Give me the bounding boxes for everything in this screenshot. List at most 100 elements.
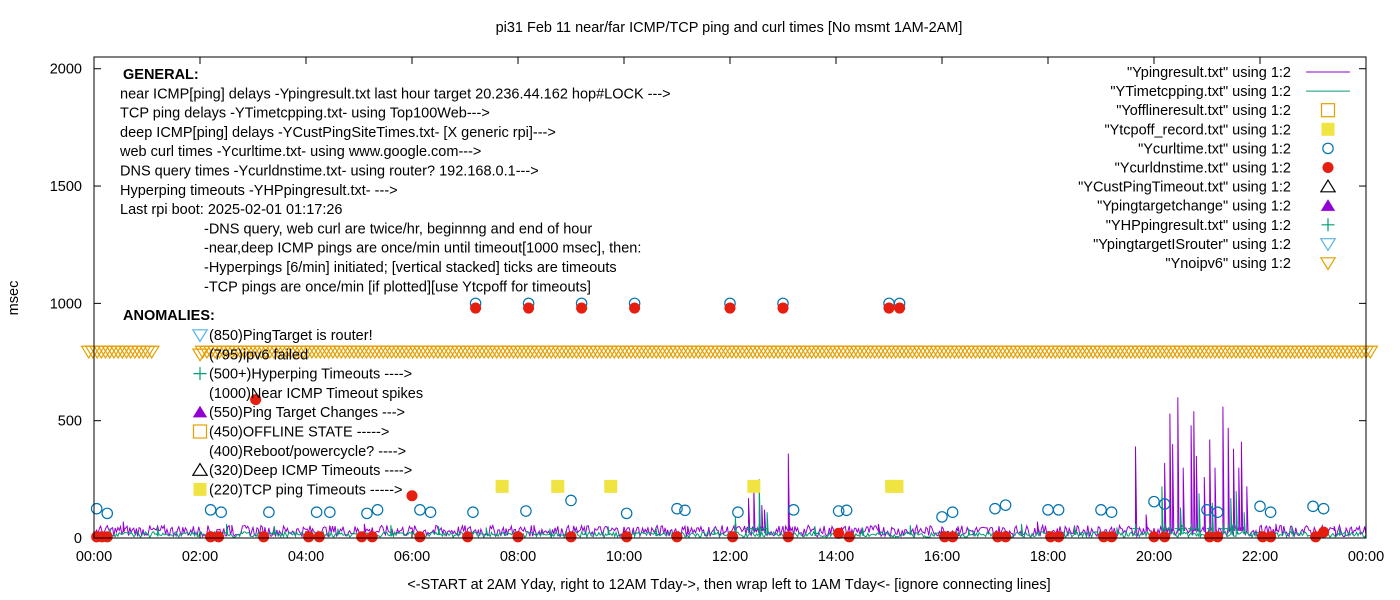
data-point [565, 494, 577, 507]
legend-label: "YCustPingTimeout.txt" using 1:2 [1078, 180, 1291, 196]
anomaly-line: (500+)Hyperping Timeouts ----> [209, 367, 412, 383]
legend-label: "Ycurltime.txt" using 1:2 [1138, 141, 1291, 157]
data-point [833, 527, 845, 539]
series-group [495, 479, 904, 493]
data-point [313, 531, 325, 543]
hyperping-tick [1161, 523, 1168, 534]
data-point [523, 302, 535, 314]
data-point [727, 531, 739, 543]
data-point [1053, 531, 1065, 543]
data-point [1307, 500, 1319, 513]
legend-label: "YpingtargetISrouter" using 1:2 [1093, 237, 1291, 253]
data-point [1212, 531, 1224, 543]
data-point [604, 479, 618, 493]
annotation-line: Last rpi boot: 2025-02-01 01:17:26 [120, 202, 343, 218]
data-point [620, 507, 633, 520]
data-point [101, 531, 113, 543]
hyperping-tick [1180, 523, 1187, 534]
x-tick-label: 04:00 [288, 549, 324, 565]
data-point [1265, 531, 1277, 543]
plot-frame [93, 56, 1367, 539]
data-point [1159, 531, 1171, 543]
legend-marker [1320, 103, 1336, 118]
data-point [303, 531, 315, 543]
data-point [263, 506, 275, 518]
data-point [1052, 504, 1065, 516]
data-point [787, 504, 800, 516]
y-tick-label: 2000 [50, 62, 82, 78]
hyperping-tick [1206, 523, 1213, 534]
legend-marker [1319, 257, 1337, 271]
hyperping-tick [1188, 523, 1195, 534]
data-point [1098, 531, 1110, 543]
anomaly-marker [192, 405, 208, 418]
data-point [371, 504, 384, 516]
data-point [424, 506, 437, 518]
data-point [843, 531, 855, 543]
plot-series [80, 297, 1379, 543]
data-point [406, 490, 418, 502]
data-point [361, 507, 373, 520]
data-point [777, 302, 789, 314]
annotation-line: deep ICMP[ping] delays -YCustPingSiteTim… [120, 125, 556, 141]
series-group [80, 345, 1379, 360]
anomaly-line: (795)ipv6 failed [209, 347, 308, 363]
data-point [495, 479, 509, 493]
data-point [1158, 498, 1171, 510]
hyperping-tick [1132, 523, 1139, 534]
legend-label: "Yofflineresult.txt" using 1:2 [1116, 103, 1291, 119]
x-tick-label: 16:00 [924, 549, 960, 565]
series-group [91, 302, 1330, 543]
hyperping-tick [750, 523, 757, 534]
data-point [213, 531, 225, 543]
data-point [250, 394, 262, 406]
data-point [832, 505, 845, 517]
data-point [840, 504, 853, 517]
data-point [205, 531, 217, 543]
data-point [414, 504, 426, 516]
legend-marker [1321, 218, 1335, 232]
anomaly-line: (450)OFFLINE STATE -----> [209, 425, 389, 441]
data-point [1042, 504, 1054, 516]
data-point [1201, 504, 1213, 516]
legend-marker [1321, 122, 1335, 136]
data-point [732, 506, 744, 518]
x-tick-label: 10:00 [606, 549, 642, 565]
hyperping-tick [745, 523, 752, 534]
data-point [1211, 506, 1224, 518]
annotation-line: DNS query times -Ycurldnstime.txt- using… [120, 164, 539, 180]
legend-marker [1322, 142, 1334, 155]
band-marker [143, 345, 160, 360]
hyperping-tick [1174, 523, 1181, 534]
data-point [679, 504, 691, 517]
anomaly-marker [191, 462, 209, 476]
legend-marker [1322, 161, 1334, 174]
data-point [356, 531, 368, 543]
hyperping-tick [1230, 523, 1237, 534]
anomaly-line: (220)TCP ping Timeouts -----> [209, 482, 403, 498]
hyperping-tick [761, 523, 768, 534]
anomaly-marker [191, 329, 209, 343]
data-point [324, 506, 336, 518]
data-point [204, 504, 217, 516]
x-tick-label: 22:00 [1242, 549, 1278, 565]
data-point [1318, 526, 1330, 538]
anomaly-line: (400)Reboot/powercycle? ----> [209, 444, 406, 460]
data-point [989, 502, 1001, 515]
data-point [258, 531, 270, 543]
hyperping-tick [1225, 523, 1232, 534]
annotation-line: TCP ping delays -YTimetcpping.txt- using… [120, 106, 490, 122]
data-point [936, 511, 948, 523]
data-point [621, 531, 633, 543]
anomaly-line: (850)PingTarget is router! [209, 328, 373, 344]
x-tick-label: 18:00 [1030, 549, 1066, 565]
data-point [101, 507, 114, 520]
y-tick-label: 1500 [50, 179, 82, 195]
data-point [1254, 500, 1266, 513]
data-point [576, 302, 588, 314]
legend-marker [1320, 199, 1336, 211]
data-point [520, 505, 532, 517]
y-tick-label: 1000 [50, 296, 82, 312]
legend-label: "Ynoipv6" using 1:2 [1165, 256, 1291, 272]
